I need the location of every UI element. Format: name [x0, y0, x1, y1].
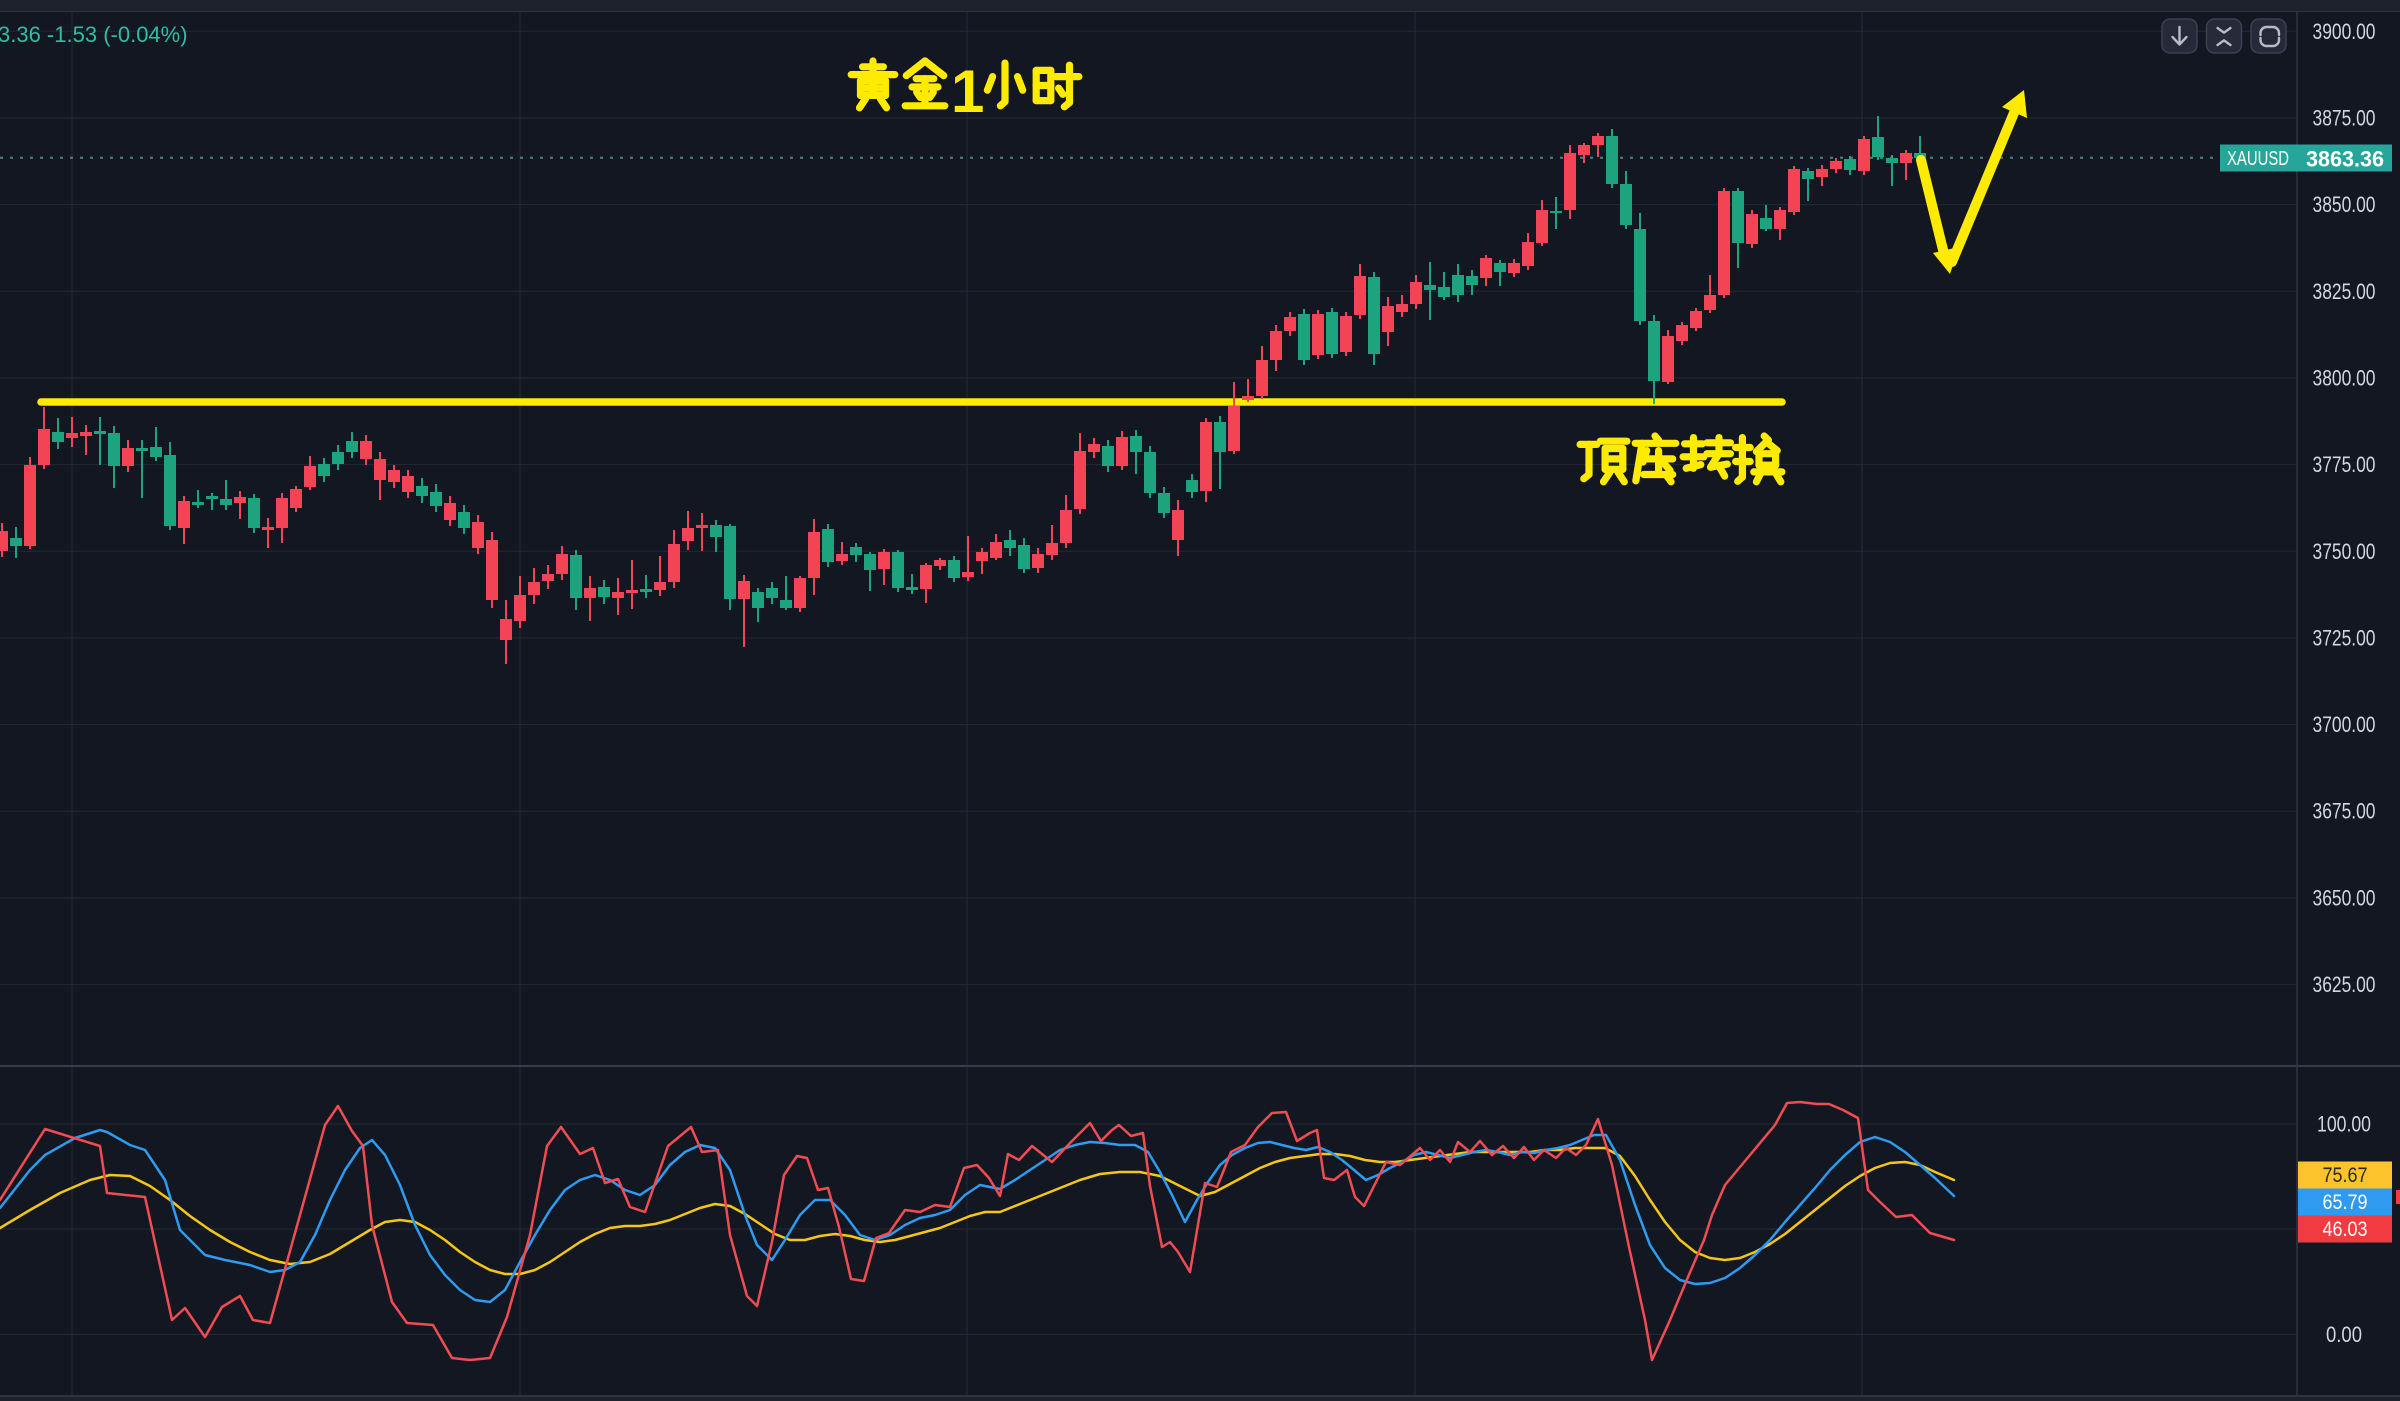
svg-text:3725.00: 3725.00	[2313, 625, 2376, 650]
svg-text:3875.00: 3875.00	[2313, 106, 2376, 131]
svg-text:75.67: 75.67	[2323, 1164, 2368, 1187]
svg-text:1: 1	[951, 58, 984, 125]
svg-text:3863.36: 3863.36	[2306, 147, 2384, 172]
svg-text:3850.00: 3850.00	[2313, 192, 2376, 217]
svg-text:65.79: 65.79	[2323, 1191, 2368, 1214]
svg-text:XAUUSD: XAUUSD	[2227, 148, 2289, 170]
svg-text:3625.00: 3625.00	[2313, 972, 2376, 997]
svg-text:3775.00: 3775.00	[2313, 452, 2376, 477]
svg-text:0.00: 0.00	[2326, 1322, 2362, 1347]
svg-text:3675.00: 3675.00	[2313, 799, 2376, 824]
svg-text:3650.00: 3650.00	[2313, 885, 2376, 910]
svg-text:3700.00: 3700.00	[2313, 712, 2376, 737]
svg-text:3900.00: 3900.00	[2313, 19, 2376, 44]
svg-text:3.36 -1.53 (-0.04%): 3.36 -1.53 (-0.04%)	[0, 22, 188, 47]
svg-text:46.03: 46.03	[2323, 1218, 2368, 1241]
svg-text:3800.00: 3800.00	[2313, 365, 2376, 390]
svg-text:3825.00: 3825.00	[2313, 279, 2376, 304]
svg-text:3750.00: 3750.00	[2313, 539, 2376, 564]
svg-text:100.00: 100.00	[2317, 1112, 2371, 1137]
